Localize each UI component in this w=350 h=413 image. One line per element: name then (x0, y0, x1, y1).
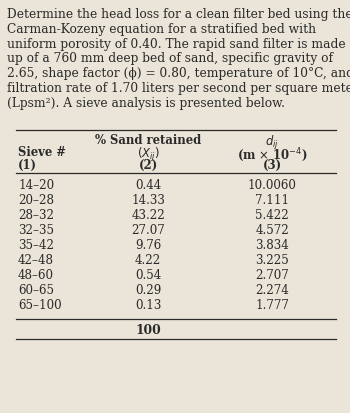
Text: 9.76: 9.76 (135, 239, 161, 252)
Text: 0.44: 0.44 (135, 179, 161, 192)
Text: 27.07: 27.07 (131, 224, 165, 237)
Text: (m $\times$ 10$^{-4}$): (m $\times$ 10$^{-4}$) (237, 146, 307, 164)
Text: 100: 100 (135, 324, 161, 337)
Text: Determine the head loss for a clean filter bed using the: Determine the head loss for a clean filt… (7, 8, 350, 21)
Text: 4.572: 4.572 (255, 224, 289, 237)
Text: 65–100: 65–100 (18, 299, 62, 312)
Text: 0.29: 0.29 (135, 284, 161, 297)
Text: 1.777: 1.777 (255, 299, 289, 312)
Text: 10.0060: 10.0060 (247, 179, 296, 192)
Text: 5.422: 5.422 (255, 209, 289, 222)
Text: 28–32: 28–32 (18, 209, 54, 222)
Text: 32–35: 32–35 (18, 224, 54, 237)
Text: 43.22: 43.22 (131, 209, 165, 222)
Text: % Sand retained: % Sand retained (95, 133, 201, 147)
Text: 42–48: 42–48 (18, 254, 54, 267)
Text: 48–60: 48–60 (18, 269, 54, 282)
Text: $d_{ij}$: $d_{ij}$ (265, 133, 279, 152)
Text: (2): (2) (138, 159, 158, 171)
Text: uniform porosity of 0.40. The rapid sand filter is made: uniform porosity of 0.40. The rapid sand… (7, 38, 346, 51)
Text: $(X_{ij})$: $(X_{ij})$ (136, 146, 160, 164)
Text: Sieve #: Sieve # (18, 146, 66, 159)
Text: 0.54: 0.54 (135, 269, 161, 282)
Text: 3.225: 3.225 (255, 254, 289, 267)
Text: 2.65, shape factor (ϕ) = 0.80, temperature of 10°C, and: 2.65, shape factor (ϕ) = 0.80, temperatu… (7, 67, 350, 80)
Text: Carman-Kozeny equation for a stratified bed with: Carman-Kozeny equation for a stratified … (7, 23, 316, 36)
Text: 20–28: 20–28 (18, 194, 54, 207)
Text: (3): (3) (262, 159, 281, 171)
Text: up of a 760 mm deep bed of sand, specific gravity of: up of a 760 mm deep bed of sand, specifi… (7, 52, 333, 65)
Text: 3.834: 3.834 (255, 239, 289, 252)
Text: 2.707: 2.707 (255, 269, 289, 282)
Text: 14.33: 14.33 (131, 194, 165, 207)
Text: 14–20: 14–20 (18, 179, 54, 192)
Text: (Lpsm²). A sieve analysis is presented below.: (Lpsm²). A sieve analysis is presented b… (7, 97, 285, 110)
Text: 4.22: 4.22 (135, 254, 161, 267)
Text: 60–65: 60–65 (18, 284, 54, 297)
Text: 7.111: 7.111 (255, 194, 289, 207)
Text: (1): (1) (18, 159, 37, 171)
Text: 0.13: 0.13 (135, 299, 161, 312)
Text: 35–42: 35–42 (18, 239, 54, 252)
Text: 2.274: 2.274 (255, 284, 289, 297)
Text: filtration rate of 1.70 liters per second per square meter: filtration rate of 1.70 liters per secon… (7, 82, 350, 95)
